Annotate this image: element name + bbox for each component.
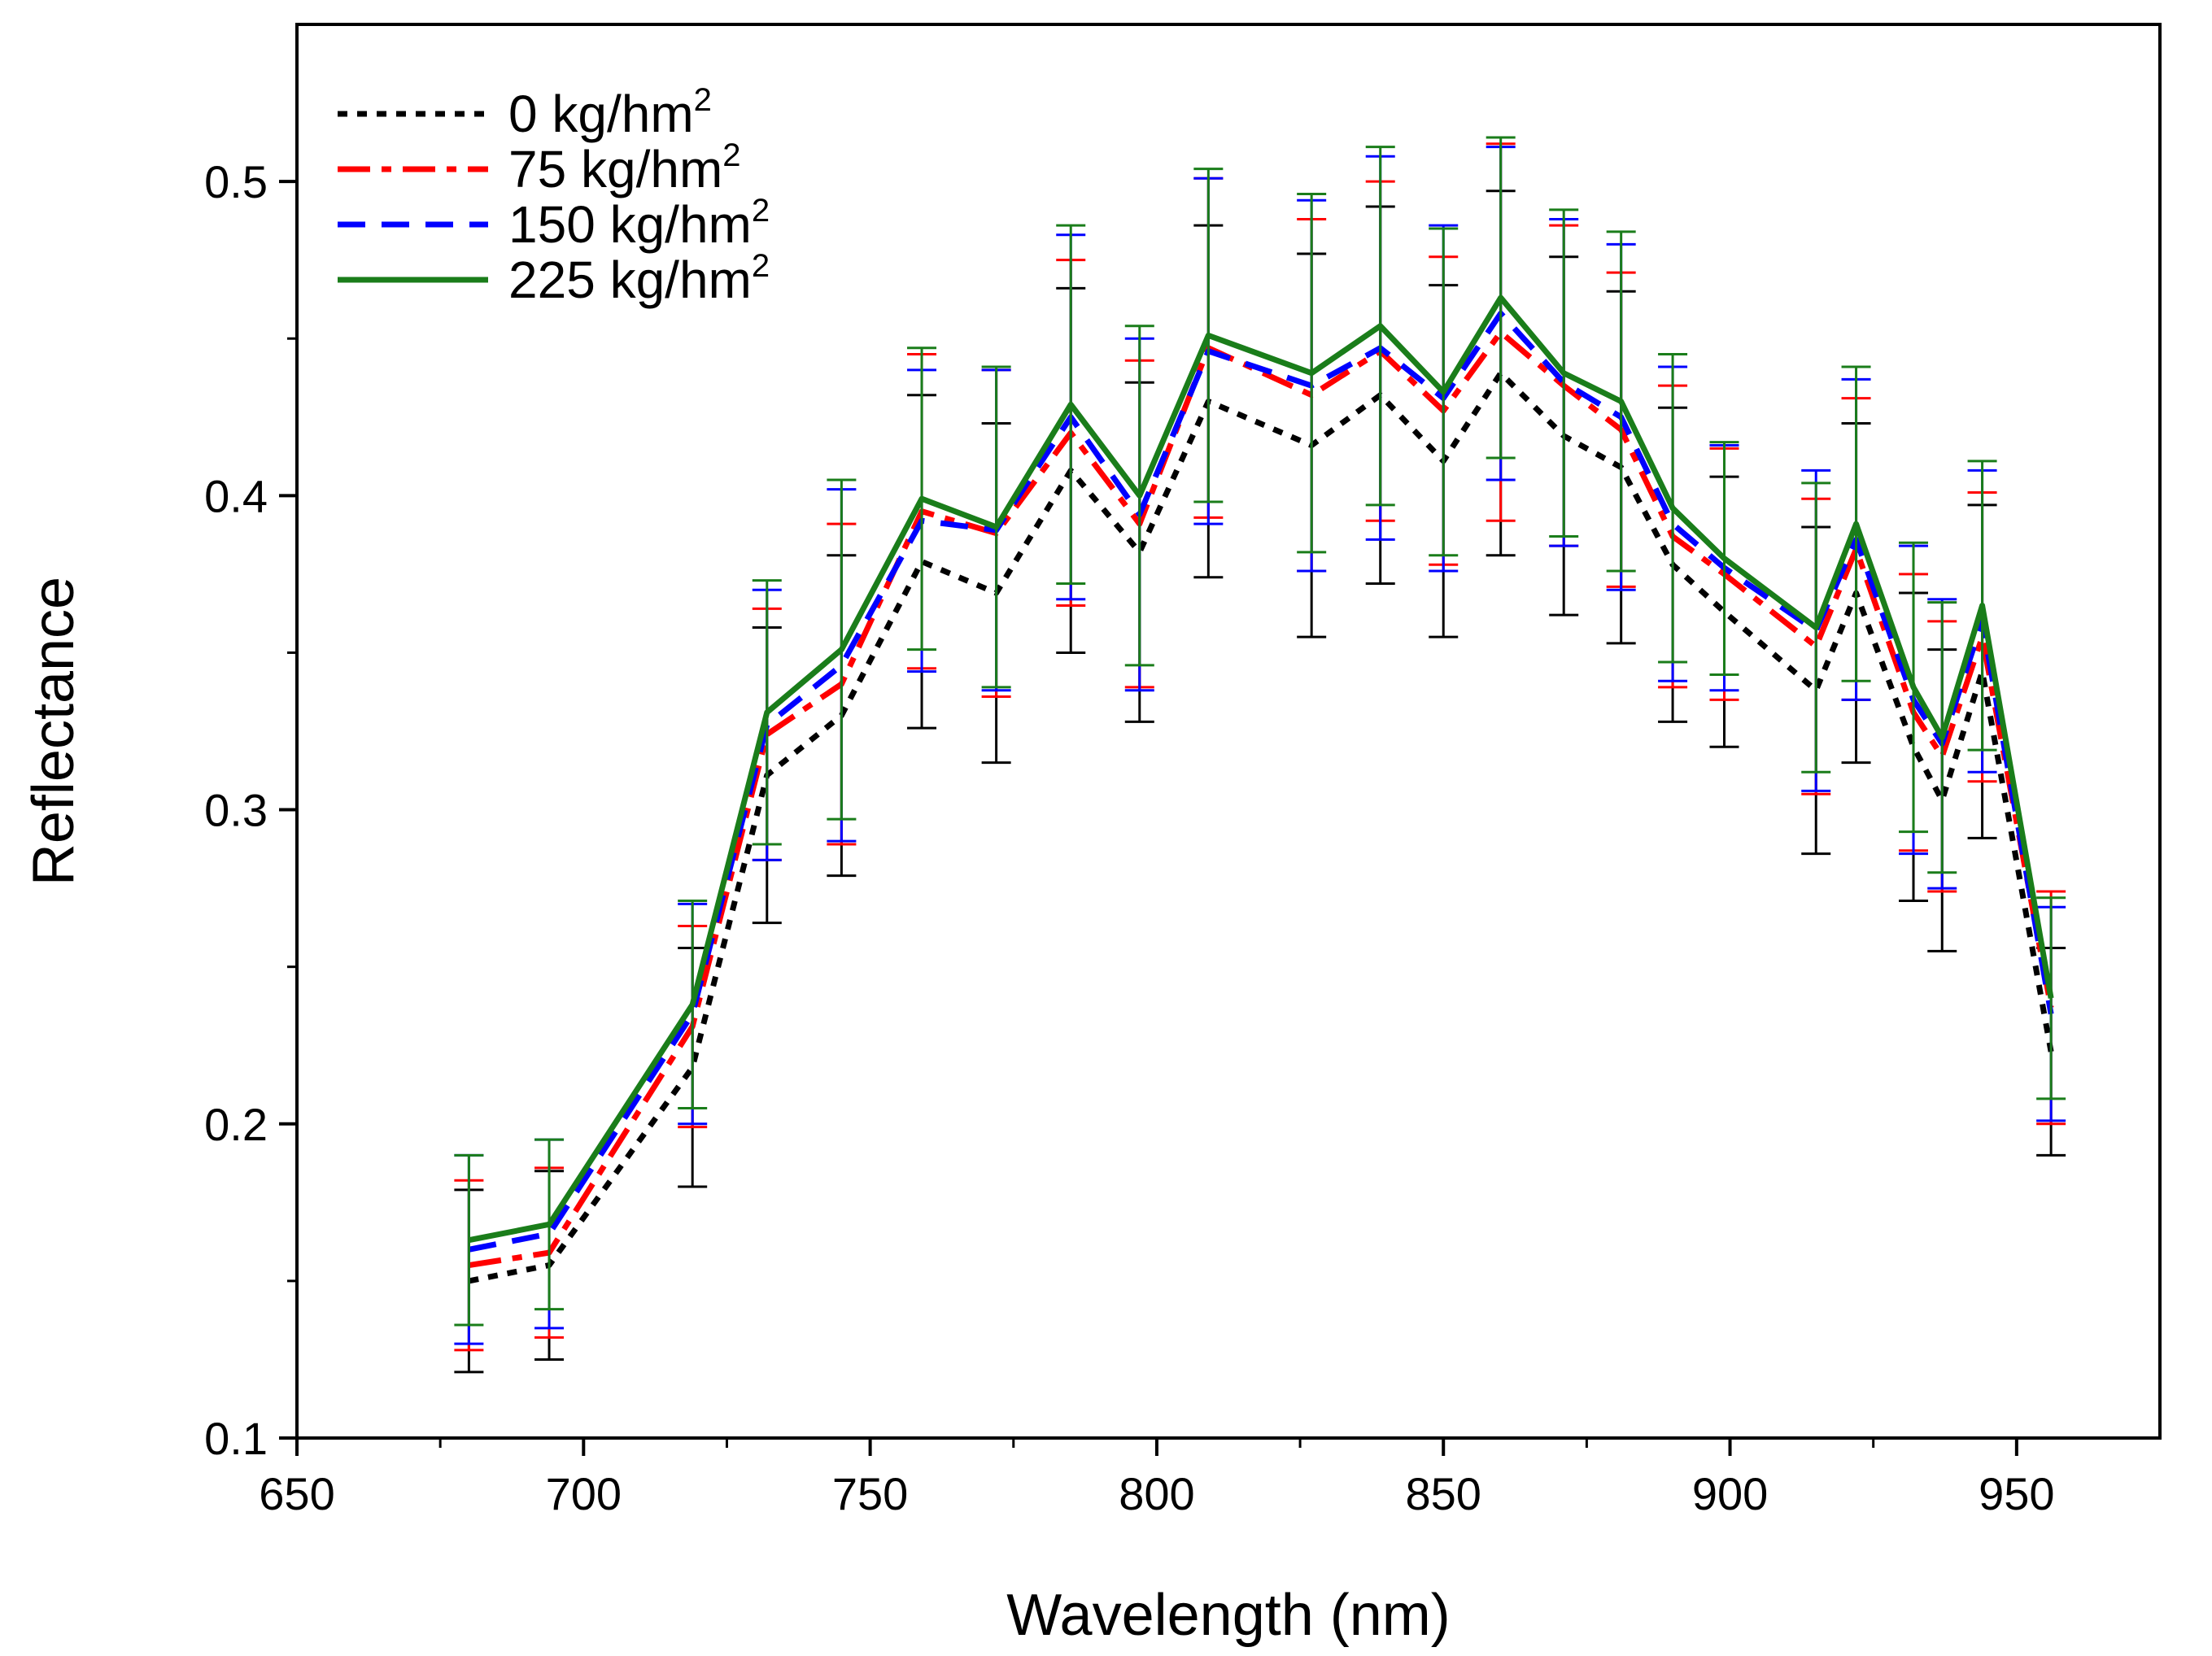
legend-label: 150 kg/hm2 xyxy=(508,193,770,254)
series-1 xyxy=(454,142,2066,1352)
x-tick-label: 700 xyxy=(546,1468,622,1519)
legend-label-superscript: 2 xyxy=(722,137,740,173)
y-tick-label: 0.5 xyxy=(204,156,268,207)
legend-label: 0 kg/hm2 xyxy=(508,82,712,143)
series-line xyxy=(468,294,2054,1244)
series-3 xyxy=(454,136,2066,1327)
tick-layer: 650 700 750 800 850 900 950 0.1 0.2 0.3 0.4 0.5 xyxy=(204,156,2054,1519)
x-tick-label: 800 xyxy=(1119,1468,1194,1519)
series-layer xyxy=(454,136,2066,1374)
y-tick-label: 0.1 xyxy=(204,1413,268,1464)
y-tick-label: 0.3 xyxy=(204,785,268,836)
series-2 xyxy=(454,146,2066,1345)
y-tick-label: 0.2 xyxy=(204,1099,268,1150)
x-tick-label: 950 xyxy=(1979,1468,2054,1519)
legend-label: 225 kg/hm2 xyxy=(508,248,770,309)
x-tick-label: 650 xyxy=(259,1468,334,1519)
x-tick-label: 900 xyxy=(1692,1468,1768,1519)
series-line xyxy=(468,329,2054,1269)
y-tick-label: 0.4 xyxy=(204,470,268,521)
x-tick-label: 750 xyxy=(832,1468,908,1519)
legend-label: 75 kg/hm2 xyxy=(508,137,741,198)
series-line xyxy=(468,370,2054,1284)
x-axis-title: Wavelength (nm) xyxy=(1006,1583,1451,1648)
legend-label-superscript: 2 xyxy=(752,193,770,229)
y-axis-title: Reflectance xyxy=(21,577,86,886)
legend-label-superscript: 2 xyxy=(694,82,712,118)
legend-label-superscript: 2 xyxy=(752,248,770,284)
x-tick-label: 850 xyxy=(1406,1468,1481,1519)
plot-area-frame xyxy=(295,23,2162,1440)
series-line xyxy=(468,310,2054,1253)
